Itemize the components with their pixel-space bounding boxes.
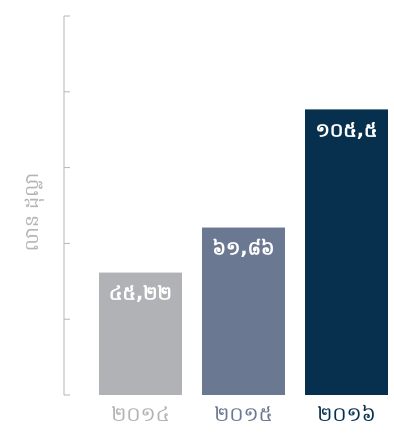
x-tick-label-1: ២០១៥ [214, 402, 273, 426]
bars [99, 109, 388, 396]
y-axis-title: លាន ដុល្លា [21, 173, 45, 251]
bar-0 [99, 272, 182, 395]
x-tick-label-0: ២០១៤ [111, 402, 170, 426]
x-tick-label-2: ២០១៦ [317, 402, 376, 426]
data-label-2: ១០៥,៥ [316, 119, 378, 141]
bar-1 [202, 227, 285, 395]
x-tick-labels: ២០១៤ ២០១៥ ២០១៦ [111, 402, 376, 426]
y-axis [63, 15, 70, 396]
data-labels: ៤៥,២២ ៦១,៨៦ ១០៥,៥ [109, 119, 377, 304]
bar-2 [305, 109, 388, 396]
data-label-1: ៦១,៨៦ [213, 238, 275, 260]
data-label-0: ៤៥,២២ [109, 283, 172, 305]
